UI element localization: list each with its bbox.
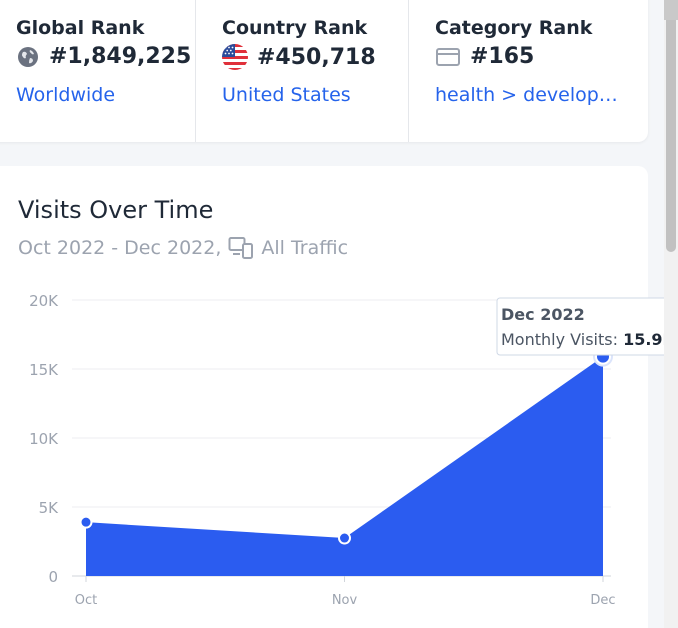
visits-area-series xyxy=(86,356,603,576)
category-rank-value-row: #165 xyxy=(435,44,534,69)
category-link[interactable]: health > develop… xyxy=(435,84,618,106)
tooltip-label: Monthly Visits: xyxy=(501,330,623,349)
y-tick-label: 0 xyxy=(48,568,58,586)
x-tick-label: Oct xyxy=(75,593,97,608)
data-point xyxy=(338,531,351,545)
global-rank-cell: Global Rank #1,849,225 Worldwide xyxy=(0,0,196,142)
y-tick-label: 20K xyxy=(29,292,59,310)
x-tick-label: Dec xyxy=(590,593,615,608)
globe-icon xyxy=(16,45,40,69)
y-tick-label: 15K xyxy=(29,361,59,379)
x-tick-label: Nov xyxy=(332,593,358,608)
tooltip-value: 15.9K xyxy=(623,330,675,349)
country-rank-title: Country Rank xyxy=(222,17,368,39)
tooltip-line: Monthly Visits: 15.9K xyxy=(501,330,676,349)
worldwide-link[interactable]: Worldwide xyxy=(16,84,116,106)
traffic-type-label: All Traffic xyxy=(261,237,349,259)
category-rank-value: #165 xyxy=(470,44,535,69)
rank-summary-card: Global Rank #1,849,225 Worldwide Country… xyxy=(0,0,648,142)
tooltip-month: Dec 2022 xyxy=(501,305,585,324)
scrollbar-thumb[interactable] xyxy=(666,0,676,252)
category-rank-title: Category Rank xyxy=(435,17,593,39)
us-flag-icon xyxy=(222,44,248,70)
scrollbar-track[interactable] xyxy=(664,0,678,628)
visits-title: Visits Over Time xyxy=(18,196,214,224)
category-rank-cell: Category Rank #165 health > develop… xyxy=(409,0,648,142)
category-icon xyxy=(435,46,461,68)
country-rank-value-row: #450,718 xyxy=(222,44,376,70)
visits-subtitle: Oct 2022 - Dec 2022, All Traffic xyxy=(18,236,348,260)
global-rank-value: #1,849,225 xyxy=(49,44,192,69)
global-rank-title: Global Rank xyxy=(16,17,145,39)
united-states-link[interactable]: United States xyxy=(222,84,351,106)
scrollbar-cap xyxy=(664,0,678,20)
country-rank-value: #450,718 xyxy=(257,44,376,70)
y-tick-label: 10K xyxy=(29,430,59,448)
data-point xyxy=(79,515,93,529)
global-rank-value-row: #1,849,225 xyxy=(16,44,191,69)
country-rank-cell: Country Rank xyxy=(196,0,409,142)
y-tick-label: 5K xyxy=(39,499,60,517)
devices-icon xyxy=(228,236,254,260)
date-range-label: Oct 2022 - Dec 2022, xyxy=(18,237,222,259)
